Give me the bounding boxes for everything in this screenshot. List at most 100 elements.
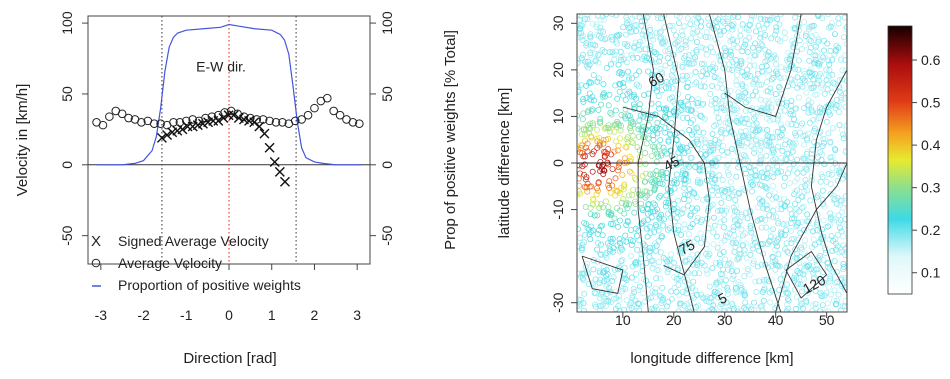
- map-point: [658, 234, 665, 241]
- average-velocity-point: [98, 120, 108, 130]
- map-point: [799, 204, 806, 211]
- map-point: [693, 49, 700, 56]
- map-point: [787, 102, 794, 109]
- map-point: [836, 88, 843, 95]
- map-point: [684, 115, 691, 121]
- map-point: [759, 241, 766, 247]
- average-velocity-point: [303, 110, 313, 120]
- map-point: [833, 102, 840, 109]
- map-point: [623, 14, 630, 21]
- map-point: [806, 262, 813, 269]
- map-point: [771, 237, 778, 244]
- map-point: [802, 176, 809, 183]
- map-point: [692, 287, 699, 294]
- map-point: [600, 298, 607, 305]
- map-point: [658, 69, 665, 76]
- map-point: [711, 289, 718, 296]
- map-point: [752, 113, 759, 120]
- map-point: [801, 188, 808, 195]
- map-point: [717, 28, 724, 35]
- map-point: [748, 169, 755, 176]
- map-point: [679, 32, 686, 39]
- map-point: [751, 51, 758, 58]
- map-point: [750, 260, 757, 267]
- map-point: [811, 42, 818, 49]
- map-point: [594, 135, 601, 142]
- map-point: [753, 28, 759, 35]
- map-point: [594, 78, 601, 85]
- map-point: [772, 305, 779, 312]
- map-point: [675, 90, 682, 97]
- map-point: [793, 122, 800, 129]
- left-y-ticks: -50 0 50 100: [59, 11, 88, 246]
- map-point: [669, 22, 676, 29]
- map-point: [740, 250, 747, 257]
- map-point: [663, 106, 669, 113]
- map-point: [835, 291, 842, 298]
- map-point: [790, 167, 797, 174]
- map-point: [797, 270, 804, 277]
- map-point: [814, 219, 821, 226]
- map-point: [670, 51, 677, 58]
- map-point: [647, 223, 654, 230]
- map-point: [758, 143, 765, 150]
- map-point: [815, 35, 822, 42]
- map-point: [618, 258, 625, 265]
- signed-velocity-point: [213, 115, 224, 126]
- map-point: [589, 106, 596, 113]
- map-point: [830, 196, 837, 203]
- map-point: [738, 142, 745, 149]
- map-point: [723, 48, 729, 55]
- map-point: [807, 159, 814, 165]
- map-point: [733, 118, 740, 125]
- map-point: [615, 263, 622, 270]
- map-point: [828, 171, 835, 178]
- map-point: [718, 187, 725, 194]
- map-point: [681, 106, 688, 113]
- map-point: [615, 167, 621, 174]
- map-point: [658, 87, 665, 94]
- map-point: [586, 126, 593, 133]
- map-point: [693, 291, 700, 298]
- map-point: [772, 31, 779, 38]
- map-point: [842, 52, 847, 59]
- map-point: [628, 155, 635, 162]
- map-point: [621, 264, 628, 271]
- map-point: [713, 109, 720, 116]
- map-point: [647, 27, 654, 33]
- map-point: [748, 229, 755, 236]
- map-point: [725, 172, 732, 178]
- x-tick-label: -1: [180, 307, 193, 323]
- map-point: [826, 52, 833, 59]
- map-point: [781, 74, 788, 81]
- map-point: [760, 297, 767, 304]
- map-point: [741, 119, 748, 126]
- map-point: [595, 75, 602, 82]
- map-point: [706, 283, 713, 290]
- map-point: [743, 99, 750, 106]
- average-velocity-point: [188, 115, 197, 124]
- map-point: [706, 251, 713, 258]
- map-point: [808, 99, 815, 106]
- map-point: [653, 158, 660, 165]
- map-point: [773, 194, 780, 201]
- map-point: [651, 144, 658, 151]
- map-point: [682, 191, 688, 198]
- map-point: [593, 185, 600, 192]
- map-point: [682, 257, 689, 264]
- map-point: [583, 40, 590, 46]
- map-point: [759, 42, 766, 49]
- map-point: [580, 300, 587, 307]
- map-point: [834, 243, 841, 250]
- map-point: [628, 139, 635, 146]
- map-point: [671, 284, 678, 291]
- map-point: [686, 60, 693, 66]
- map-point: [693, 194, 700, 201]
- map-point: [791, 142, 798, 149]
- map-point: [724, 16, 731, 22]
- map-point: [623, 17, 630, 23]
- map-point: [721, 308, 728, 312]
- map-point: [583, 95, 590, 102]
- map-point: [827, 23, 834, 30]
- map-point: [841, 14, 847, 21]
